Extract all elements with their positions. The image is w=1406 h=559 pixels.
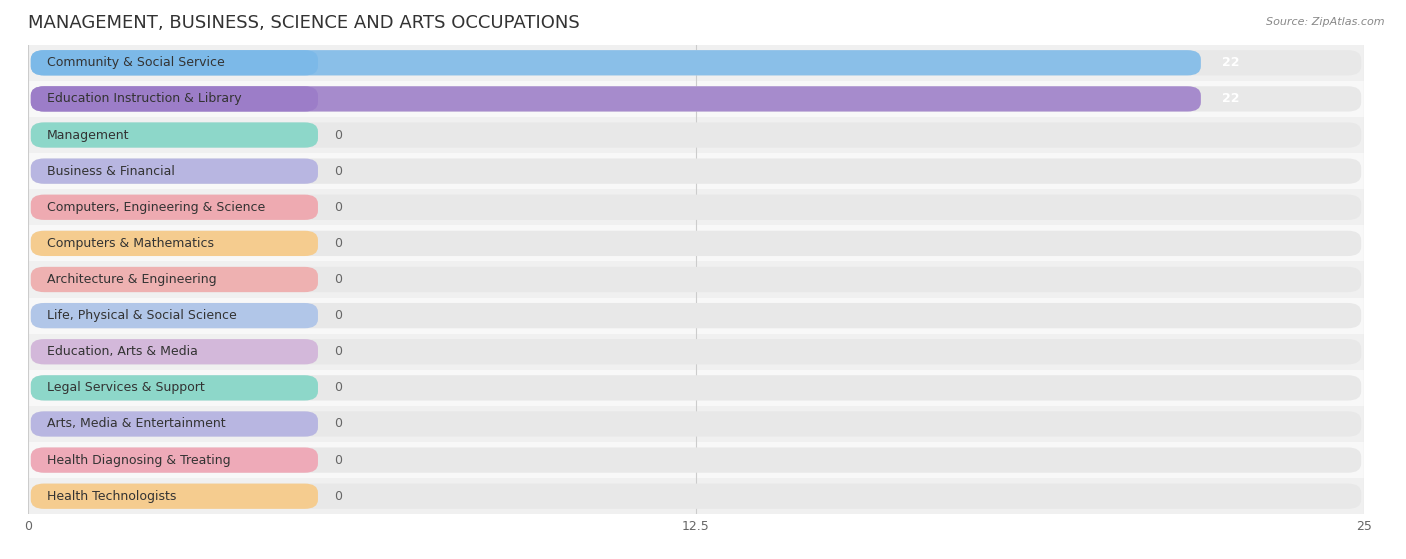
Text: Architecture & Engineering: Architecture & Engineering [46, 273, 217, 286]
Text: 0: 0 [335, 237, 342, 250]
Text: Education, Arts & Media: Education, Arts & Media [46, 345, 198, 358]
FancyBboxPatch shape [28, 370, 1364, 406]
FancyBboxPatch shape [28, 153, 1364, 189]
Text: Health Technologists: Health Technologists [46, 490, 176, 503]
FancyBboxPatch shape [28, 478, 1364, 514]
Text: Life, Physical & Social Science: Life, Physical & Social Science [46, 309, 236, 322]
FancyBboxPatch shape [31, 267, 1361, 292]
Text: 22: 22 [1222, 92, 1240, 106]
Text: 0: 0 [335, 165, 342, 178]
FancyBboxPatch shape [28, 45, 1364, 81]
Text: 22: 22 [1222, 56, 1240, 69]
FancyBboxPatch shape [31, 339, 318, 364]
FancyBboxPatch shape [28, 81, 1364, 117]
FancyBboxPatch shape [31, 195, 318, 220]
FancyBboxPatch shape [28, 406, 1364, 442]
FancyBboxPatch shape [31, 303, 1361, 328]
FancyBboxPatch shape [31, 50, 1201, 75]
Text: Arts, Media & Entertainment: Arts, Media & Entertainment [46, 418, 225, 430]
FancyBboxPatch shape [31, 411, 318, 437]
Text: Business & Financial: Business & Financial [46, 165, 174, 178]
Text: 0: 0 [335, 345, 342, 358]
FancyBboxPatch shape [31, 50, 318, 75]
FancyBboxPatch shape [31, 50, 1361, 75]
FancyBboxPatch shape [28, 262, 1364, 297]
Text: Source: ZipAtlas.com: Source: ZipAtlas.com [1267, 17, 1385, 27]
FancyBboxPatch shape [28, 225, 1364, 262]
Text: 0: 0 [335, 273, 342, 286]
FancyBboxPatch shape [31, 159, 318, 184]
Text: 0: 0 [335, 129, 342, 141]
Text: MANAGEMENT, BUSINESS, SCIENCE AND ARTS OCCUPATIONS: MANAGEMENT, BUSINESS, SCIENCE AND ARTS O… [28, 14, 579, 32]
Text: 0: 0 [335, 490, 342, 503]
FancyBboxPatch shape [31, 86, 1361, 112]
Text: Management: Management [46, 129, 129, 141]
FancyBboxPatch shape [28, 117, 1364, 153]
Text: Computers & Mathematics: Computers & Mathematics [46, 237, 214, 250]
Text: Community & Social Service: Community & Social Service [46, 56, 225, 69]
FancyBboxPatch shape [31, 267, 318, 292]
FancyBboxPatch shape [31, 484, 1361, 509]
FancyBboxPatch shape [31, 231, 318, 256]
Text: Education Instruction & Library: Education Instruction & Library [46, 92, 242, 106]
FancyBboxPatch shape [31, 339, 1361, 364]
FancyBboxPatch shape [31, 375, 1361, 400]
FancyBboxPatch shape [31, 122, 1361, 148]
Text: 0: 0 [335, 201, 342, 214]
Text: 0: 0 [335, 453, 342, 467]
Text: Computers, Engineering & Science: Computers, Engineering & Science [46, 201, 266, 214]
FancyBboxPatch shape [31, 86, 1201, 112]
FancyBboxPatch shape [31, 447, 318, 473]
FancyBboxPatch shape [31, 231, 1361, 256]
Text: 0: 0 [335, 309, 342, 322]
FancyBboxPatch shape [31, 159, 1361, 184]
FancyBboxPatch shape [28, 189, 1364, 225]
FancyBboxPatch shape [28, 297, 1364, 334]
Text: Legal Services & Support: Legal Services & Support [46, 381, 204, 394]
FancyBboxPatch shape [31, 86, 318, 112]
FancyBboxPatch shape [31, 122, 318, 148]
FancyBboxPatch shape [31, 195, 1361, 220]
FancyBboxPatch shape [28, 334, 1364, 370]
FancyBboxPatch shape [31, 447, 1361, 473]
FancyBboxPatch shape [31, 375, 318, 400]
Text: 0: 0 [335, 381, 342, 394]
FancyBboxPatch shape [31, 303, 318, 328]
FancyBboxPatch shape [28, 442, 1364, 478]
Text: 0: 0 [335, 418, 342, 430]
FancyBboxPatch shape [31, 484, 318, 509]
Text: Health Diagnosing & Treating: Health Diagnosing & Treating [46, 453, 231, 467]
FancyBboxPatch shape [31, 411, 1361, 437]
